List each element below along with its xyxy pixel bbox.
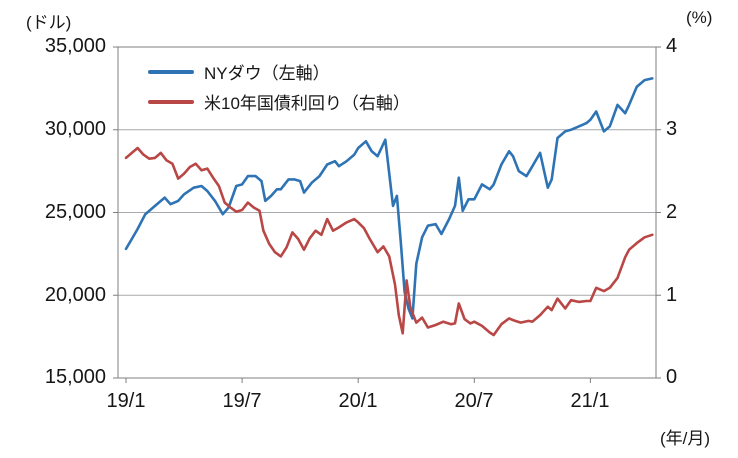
right-axis-tick-3: 3 — [666, 118, 678, 140]
left-axis-tick-20000: 20,000 — [44, 284, 106, 306]
x-axis-unit-label: (年/月) — [660, 429, 711, 448]
right-axis-tick-0: 0 — [666, 366, 678, 388]
left-axis-unit-label: (ドル) — [26, 13, 72, 32]
x-axis-tick-21-1: 21/1 — [570, 390, 610, 412]
series-line-1 — [124, 146, 654, 337]
legend-label-ny-dow: NYダウ（左軸） — [204, 64, 330, 83]
legend-line-blue-icon — [148, 69, 194, 74]
x-axis-tick-19-7: 19/7 — [222, 390, 262, 412]
left-axis-tick-15000: 15,000 — [44, 366, 106, 388]
x-axis-tick-19-1: 19/1 — [106, 390, 146, 412]
right-axis-tick-1: 1 — [666, 284, 678, 306]
left-axis-tick-35000: 35,000 — [44, 35, 106, 57]
left-axis-tick-25000: 25,000 — [44, 201, 106, 223]
series-line-0 — [124, 77, 654, 320]
left-axis-tick-30000: 30,000 — [44, 118, 106, 140]
legend-item-us10y-yield: 米10年国債利回り（右軸） — [148, 88, 410, 115]
legend-item-ny-dow: NYダウ（左軸） — [148, 58, 410, 85]
legend-line-red-icon — [148, 99, 194, 104]
x-axis-tick-20-1: 20/1 — [338, 390, 378, 412]
legend: NYダウ（左軸） 米10年国債利回り（右軸） — [148, 58, 410, 115]
legend-label-us10y-yield: 米10年国債利回り（右軸） — [204, 94, 410, 113]
x-axis-tick-20-7: 20/7 — [454, 390, 494, 412]
plot-border — [117, 46, 657, 379]
right-axis-unit-label: (%) — [686, 8, 713, 27]
right-axis-tick-4: 4 — [666, 35, 678, 57]
right-axis-tick-2: 2 — [666, 201, 678, 223]
